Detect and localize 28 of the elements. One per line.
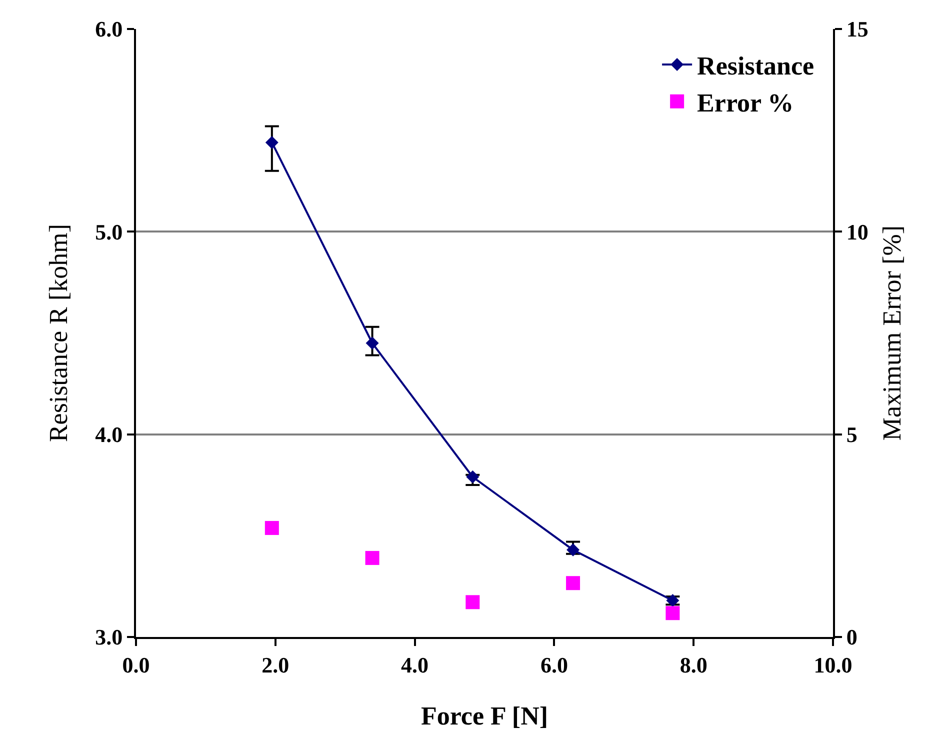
point: [566, 543, 580, 556]
legend-label: Resistance: [697, 52, 814, 81]
point: [366, 336, 379, 350]
y-tick-label: 5.0: [95, 219, 123, 244]
point: [566, 576, 580, 590]
point: [666, 606, 680, 620]
x-tick-label: 2.0: [262, 652, 290, 678]
y2-tick-label: 0: [846, 624, 858, 650]
x-tick-label: 0.0: [122, 652, 150, 678]
y2-axis-title: Maximum Error [%]: [878, 225, 907, 441]
y-axis-title: Resistance R [kohm]: [44, 224, 73, 442]
legend-label: Error %: [697, 88, 794, 118]
x-tick-label: 4.0: [401, 652, 429, 678]
x-axis-title: Force F [N]: [420, 702, 548, 731]
y2-tick-label: 5: [846, 422, 858, 448]
point: [265, 136, 278, 149]
point: [365, 550, 380, 565]
point: [264, 520, 279, 535]
y2-tick-label: 15: [846, 16, 868, 42]
point: [466, 470, 480, 484]
y-tick-label: 3.0: [95, 624, 123, 650]
y-tick-label: 4.0: [95, 422, 123, 448]
x-tick-label: 8.0: [680, 652, 708, 678]
x-tick-label: 6.0: [540, 652, 568, 678]
y2-tick-label: 10: [846, 219, 868, 244]
y-tick-label: 6.0: [95, 16, 123, 42]
x-tick-label: 10.0: [814, 652, 852, 678]
point: [466, 595, 480, 610]
